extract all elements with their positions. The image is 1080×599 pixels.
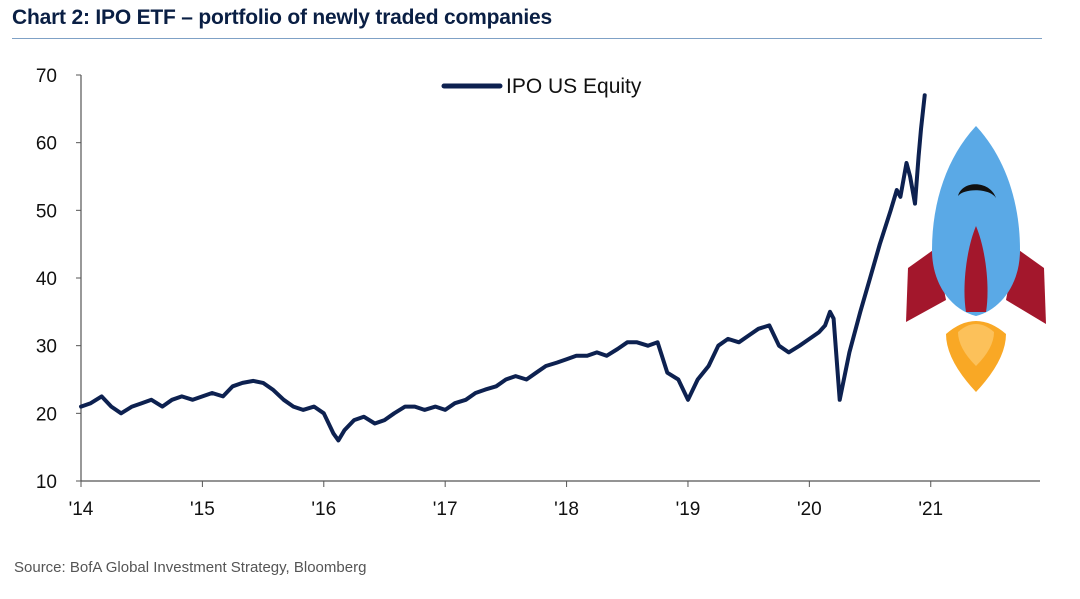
y-tick-label: 30: [36, 337, 57, 358]
y-tick-label: 70: [36, 66, 57, 87]
chart-title: Chart 2: IPO ETF – portfolio of newly tr…: [12, 6, 552, 29]
rocket-center-fin: [964, 226, 988, 312]
legend-label: IPO US Equity: [506, 75, 642, 98]
x-tick-label: '14: [69, 499, 94, 520]
y-tick-label: 50: [36, 201, 57, 222]
y-tick-label: 60: [36, 134, 57, 155]
x-tick-label: '21: [918, 499, 943, 520]
x-tick-label: '15: [190, 499, 215, 520]
tick-labels: 10 20 30 40 50 60 70 '14 '15 '16 '17 '18 '19 '20 '21: [36, 66, 943, 520]
series-layer: [79, 93, 927, 443]
x-tick-label: '18: [554, 499, 579, 520]
x-tick-label: '16: [311, 499, 336, 520]
y-tick-label: 20: [36, 404, 57, 425]
rocket-flame-inner: [958, 324, 994, 366]
title-divider: [12, 38, 1042, 39]
x-tick-label: '19: [676, 499, 701, 520]
source-note: Source: BofA Global Investment Strategy,…: [14, 559, 367, 576]
legend: IPO US Equity: [441, 75, 642, 98]
x-tick-label: '17: [433, 499, 458, 520]
x-tick-label: '20: [797, 499, 822, 520]
rocket-icon: [906, 126, 1046, 392]
series-line-0: [79, 93, 927, 443]
axes: [80, 75, 1040, 482]
y-tick-label: 10: [36, 472, 57, 493]
rocket-body: [932, 126, 1020, 316]
rocket-window: [958, 184, 996, 198]
y-tick-label: 40: [36, 269, 57, 290]
